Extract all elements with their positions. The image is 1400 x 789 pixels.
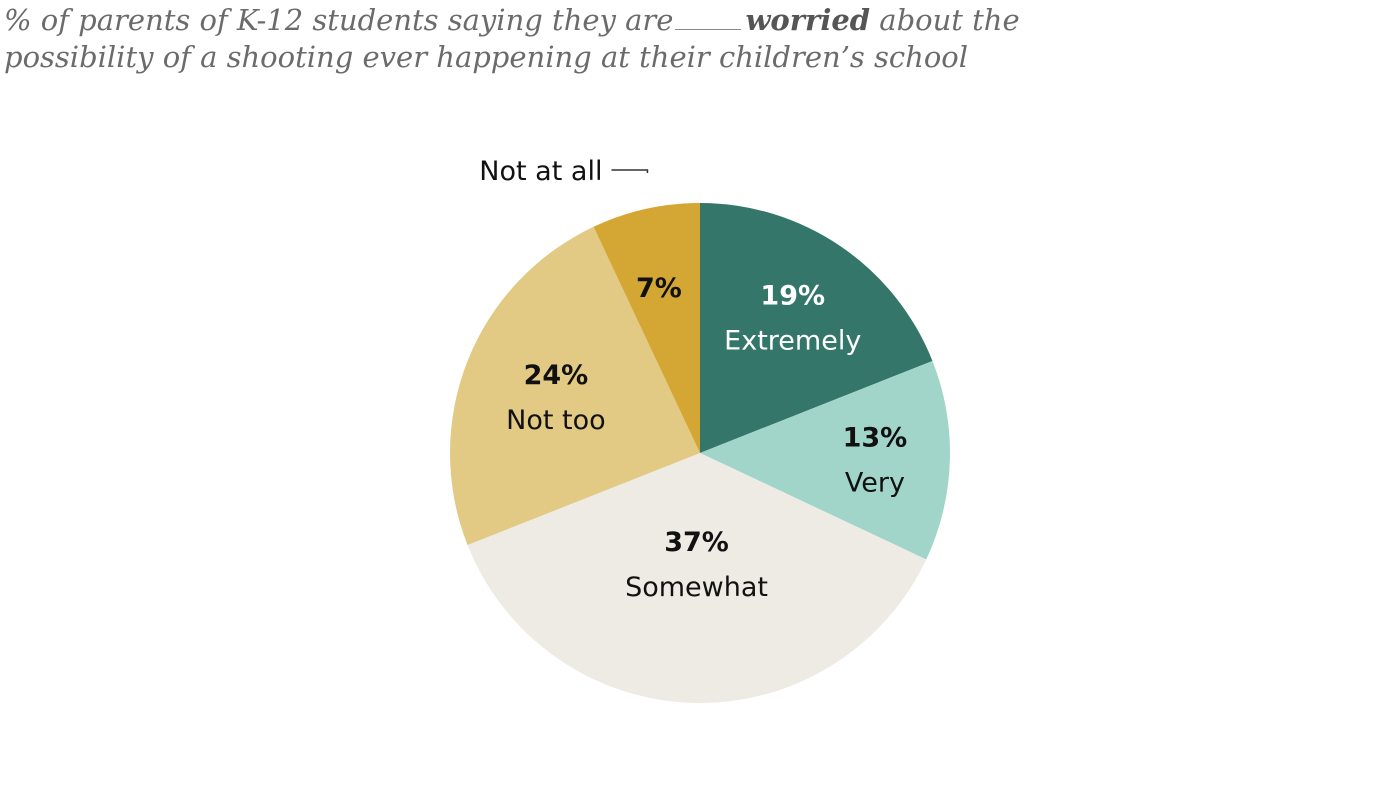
pie-slices <box>450 203 950 703</box>
value-label-not-at-all: 7% <box>636 273 682 304</box>
category-label-extremely: Extremely <box>724 326 861 357</box>
slice-not-at-all <box>593 203 700 453</box>
pie-labels: 19% Extremely 13% Very 37% Somewhat 24% Not too… <box>506 273 907 603</box>
category-label-somewhat: Somewhat <box>625 572 768 603</box>
slice-very <box>700 360 950 560</box>
slice-not-too <box>450 226 700 546</box>
category-label-very: Very <box>845 467 905 498</box>
subtitle-emphasis: worried <box>745 3 871 37</box>
category-label-not-too: Not too <box>506 405 606 436</box>
subtitle-blank-line <box>675 9 742 30</box>
callout-leader-line <box>611 169 649 174</box>
chart-subtitle: % of parents of K-12 students saying the… <box>4 2 1104 76</box>
subtitle-text-start: % of parents of K-12 students saying the… <box>4 3 674 37</box>
value-label-not-too: 24% <box>524 360 589 391</box>
callout: Not at all <box>479 156 649 187</box>
value-label-somewhat: 37% <box>664 527 729 558</box>
slice-extremely <box>700 203 933 453</box>
slice-somewhat <box>467 453 927 703</box>
subtitle-text-end: about the <box>879 3 1020 37</box>
value-label-extremely: 19% <box>760 281 825 312</box>
value-label-very: 13% <box>843 422 908 453</box>
subtitle-text-line2: possibility of a shooting ever happening… <box>4 40 969 74</box>
category-label-not-at-all: Not at all <box>479 156 602 187</box>
